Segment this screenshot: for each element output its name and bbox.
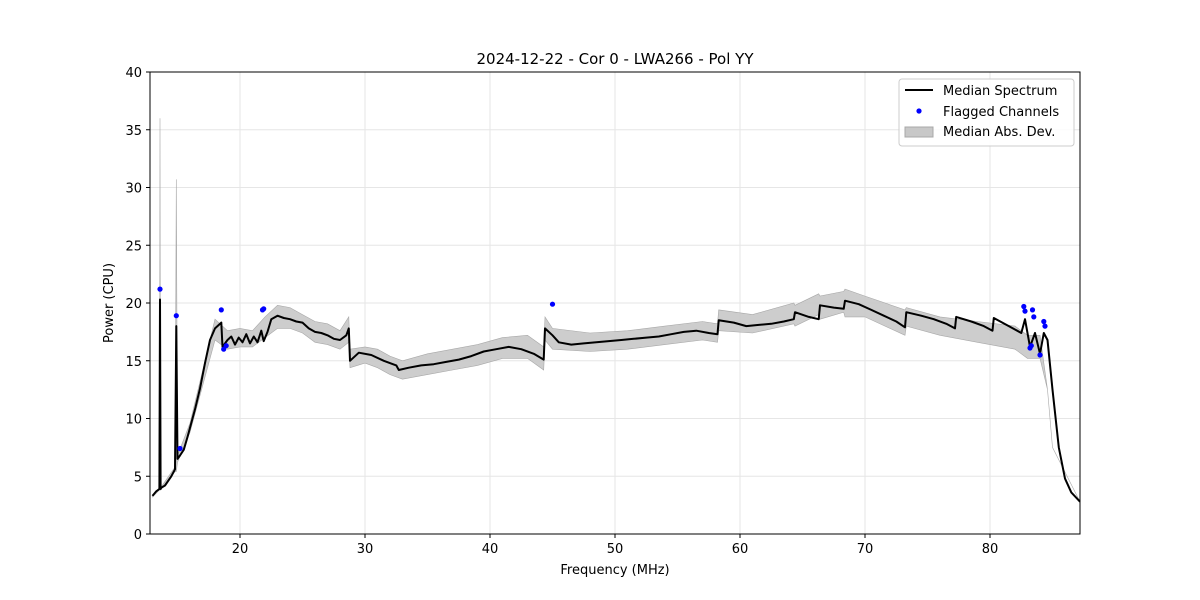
legend-median-label: Median Spectrum	[943, 84, 1057, 99]
y-tick-label: 5	[134, 470, 142, 485]
flagged-channel-point	[1028, 343, 1034, 349]
x-tick-label: 50	[607, 542, 624, 557]
flagged-channel-point	[1031, 314, 1037, 320]
axis-ticks: 20 30 40 50 60 70 80 0 5 10 15 20 25 30 35 40	[125, 66, 998, 557]
median-spectrum-line	[151, 298, 1081, 503]
x-tick-label: 60	[732, 542, 749, 557]
legend-patch-swatch	[904, 126, 934, 138]
y-tick-label: 0	[134, 528, 142, 543]
legend-mad-label: Median Abs. Dev.	[943, 125, 1055, 140]
legend-box	[898, 78, 1075, 147]
x-tick-label: 80	[982, 542, 999, 557]
y-tick-label: 35	[125, 124, 142, 139]
flagged-channel-point	[218, 307, 224, 313]
x-tick-label: 70	[857, 542, 874, 557]
mad-band	[152, 118, 1081, 502]
flagged-channel-point	[261, 306, 267, 312]
flagged-channel-point	[1037, 352, 1043, 358]
legend: Median Spectrum Flagged Channels Median …	[898, 78, 1075, 147]
y-tick-label: 40	[125, 66, 142, 81]
y-axis-label: Power (CPU)	[102, 263, 117, 343]
flagged-channel-point	[1042, 323, 1048, 329]
x-tick-label: 30	[357, 542, 374, 557]
y-tick-label: 20	[125, 297, 142, 312]
flagged-channel-point	[157, 286, 163, 292]
flagged-channel-point	[223, 343, 229, 349]
flagged-channel-point	[1021, 303, 1027, 310]
x-tick-label: 40	[482, 542, 499, 557]
flagged-channel-point	[549, 301, 556, 307]
x-axis-label: Frequency (MHz)	[560, 563, 669, 578]
y-tick-label: 30	[125, 182, 142, 197]
x-tick-label: 20	[232, 542, 249, 557]
median-line-layer	[151, 298, 1081, 503]
flagged-channel-point	[177, 445, 183, 452]
flagged-channel-point	[173, 313, 179, 319]
y-tick-label: 25	[125, 239, 142, 254]
flagged-channel-point	[1029, 307, 1036, 313]
legend-flagged-label: Flagged Channels	[943, 105, 1059, 120]
flagged-points-layer	[157, 286, 1048, 452]
y-tick-label: 15	[125, 355, 142, 370]
legend-marker-swatch	[916, 108, 922, 114]
flagged-channel-point	[1022, 308, 1028, 314]
mad-band-layer	[152, 118, 1081, 502]
flagged-channel-point	[1041, 318, 1047, 325]
y-tick-label: 10	[125, 413, 142, 428]
chart-title: 2024-12-22 - Cor 0 - LWA266 - Pol YY	[477, 50, 755, 68]
